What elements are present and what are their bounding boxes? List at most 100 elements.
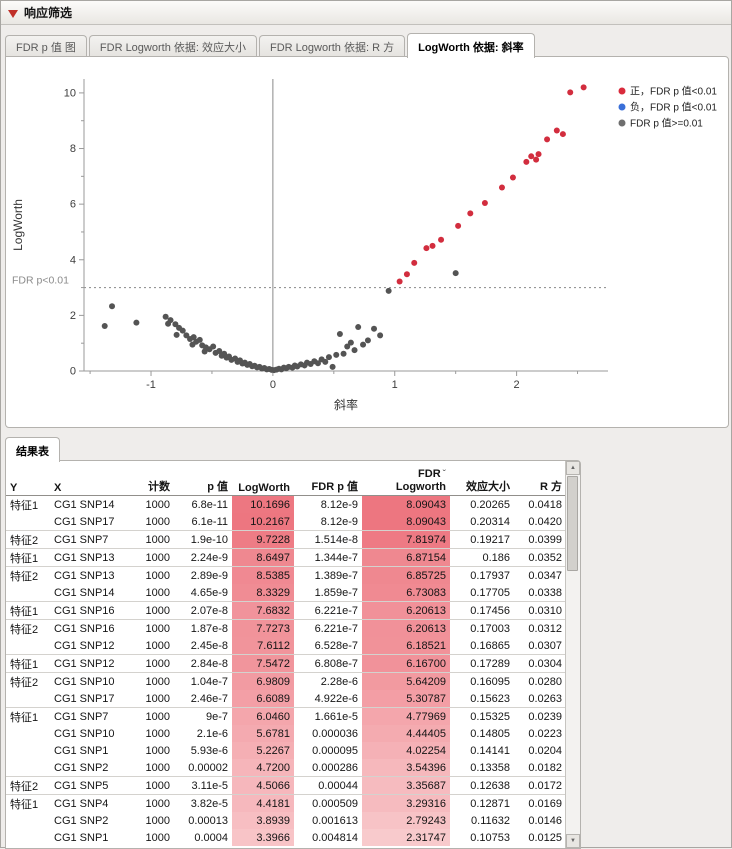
scatter-point-positive-significant[interactable] xyxy=(498,184,505,191)
scatter-point-not-significant[interactable] xyxy=(133,319,140,326)
plot-tab[interactable]: FDR Logworth 依据: 效应大小 xyxy=(88,35,257,57)
column-header-y[interactable]: Y xyxy=(6,461,50,496)
scatter-point-positive-significant[interactable] xyxy=(423,245,430,252)
table-row[interactable]: 特征1 CG1 SNP14 1000 6.8e-11 10.1696 8.12e-9 8.0… xyxy=(6,495,566,513)
scatter-point-not-significant[interactable] xyxy=(201,348,208,355)
scatter-point-positive-significant[interactable] xyxy=(544,136,551,143)
scroll-up-button[interactable]: ▲ xyxy=(566,461,580,475)
table-row[interactable]: 特征1 CG1 SNP4 1000 3.82e-5 4.4181 0.000509 3.29… xyxy=(6,794,566,812)
column-header-fdr-p-value[interactable]: FDR p 值 xyxy=(294,461,362,496)
scatter-point-positive-significant[interactable] xyxy=(559,131,566,138)
scatter-point-positive-significant[interactable] xyxy=(396,278,403,285)
scroll-thumb[interactable] xyxy=(567,476,578,571)
scatter-point-not-significant[interactable] xyxy=(377,332,384,339)
scatter-point-not-significant[interactable] xyxy=(210,343,217,350)
table-row[interactable]: 特征2 CG1 SNP7 1000 1.9e-10 9.7228 1.514e-8 7.81… xyxy=(6,530,566,549)
cell-count: 1000 xyxy=(145,639,170,652)
scatter-point-not-significant[interactable] xyxy=(333,351,340,358)
table-row[interactable]: CG1 SNP1 1000 5.93e-6 5.2267 0.000095 4.02254… xyxy=(6,742,566,759)
scatter-point-not-significant[interactable] xyxy=(179,327,186,334)
scatter-point-positive-significant[interactable] xyxy=(438,236,445,243)
disclosure-triangle-icon[interactable] xyxy=(8,9,18,18)
scatter-point-not-significant[interactable] xyxy=(351,347,358,354)
column-header-rsquare[interactable]: R 方 xyxy=(514,461,566,496)
column-header-fdr-logworth[interactable]: FDR ˇ Logworth xyxy=(362,461,450,496)
scatter-point-not-significant[interactable] xyxy=(173,331,180,338)
scatter-point-not-significant[interactable] xyxy=(340,350,347,357)
scatter-point-positive-significant[interactable] xyxy=(535,151,542,158)
scatter-point-not-significant[interactable] xyxy=(109,303,116,310)
cell-x: CG1 SNP10 xyxy=(50,672,136,690)
scatter-point-not-significant[interactable] xyxy=(162,313,169,320)
column-header-count[interactable]: 计数 xyxy=(136,461,174,496)
plot-tab[interactable]: FDR Logworth 依据: R 方 xyxy=(259,35,406,57)
table-row[interactable]: CG1 SNP2 1000 0.00013 3.8939 0.001613 2.79243… xyxy=(6,812,566,829)
scatter-point-not-significant[interactable] xyxy=(165,320,172,327)
results-panel: Y X 计数 p 值 LogWorth FDR p 值 FDR ˇ Logworth 效应大小 R … xyxy=(5,460,581,849)
scatter-point-not-significant[interactable] xyxy=(322,358,329,365)
scatter-point-not-significant[interactable] xyxy=(336,331,343,338)
scatter-point-not-significant[interactable] xyxy=(190,334,197,341)
scatter-point-not-significant[interactable] xyxy=(344,343,351,350)
scatter-point-positive-significant[interactable] xyxy=(553,127,560,134)
scatter-point-not-significant[interactable] xyxy=(196,336,203,343)
scatter-point-not-significant[interactable] xyxy=(183,332,190,339)
scatter-point-not-significant[interactable] xyxy=(329,363,336,370)
scatter-point-not-significant[interactable] xyxy=(364,337,371,344)
scatter-point-not-significant[interactable] xyxy=(355,324,362,331)
plot-tab[interactable]: FDR p 值 图 xyxy=(5,35,87,57)
table-row[interactable]: 特征1 CG1 SNP7 1000 9e-7 6.0460 1.661e-5 4.77969… xyxy=(6,707,566,725)
volcano-plot[interactable]: FDR p<0.01 0 2 4 6 8 10 -1 0 1 2 斜率 LogWorth 正，FDR p … xyxy=(6,57,728,427)
table-row[interactable]: CG1 SNP12 1000 2.45e-8 7.6112 6.528e-7 6.1852… xyxy=(6,637,566,655)
table-row[interactable]: CG1 SNP2 1000 0.00002 4.7200 0.000286 3.54396… xyxy=(6,759,566,777)
column-header-effect-size[interactable]: 效应大小 xyxy=(450,461,514,496)
table-row[interactable]: CG1 SNP1 1000 0.0004 3.3966 0.004814 2.31747 0… xyxy=(6,829,566,846)
scatter-point-not-significant[interactable] xyxy=(360,341,367,348)
scatter-point-positive-significant[interactable] xyxy=(403,271,410,278)
fdr-header-line2: Logworth xyxy=(395,481,446,493)
scatter-point-positive-significant[interactable] xyxy=(411,259,418,266)
table-row[interactable]: CG1 SNP17 1000 2.46e-7 6.6089 4.922e-6 5.3078… xyxy=(6,690,566,708)
cell-logworth: 8.6497 xyxy=(232,548,294,567)
scatter-point-not-significant[interactable] xyxy=(371,325,378,332)
scatter-point-not-significant[interactable] xyxy=(347,339,354,346)
plot-tab[interactable]: LogWorth 依据: 斜率 xyxy=(407,33,535,58)
scatter-point-not-significant[interactable] xyxy=(101,322,108,329)
table-row[interactable]: 特征2 CG1 SNP10 1000 1.04e-7 6.9809 2.28e-6 5.64… xyxy=(6,672,566,690)
scroll-down-button[interactable]: ▼ xyxy=(566,834,580,848)
scatter-point-not-significant[interactable] xyxy=(189,341,196,348)
table-row[interactable]: CG1 SNP14 1000 4.65e-9 8.3329 1.859e-7 6.7308… xyxy=(6,584,566,602)
scatter-point-positive-significant[interactable] xyxy=(528,153,535,160)
vertical-scrollbar[interactable]: ▲ ▼ xyxy=(565,461,580,848)
cell-fdr-p-value: 6.528e-7 xyxy=(314,639,358,652)
scatter-point-positive-significant[interactable] xyxy=(567,89,574,96)
table-row[interactable]: 特征1 CG1 SNP12 1000 2.84e-8 7.5472 6.808e-7 6.1… xyxy=(6,654,566,673)
cell-p-value: 2.24e-9 xyxy=(174,548,232,567)
tab-results[interactable]: 结果表 xyxy=(5,437,60,462)
table-row[interactable]: 特征1 CG1 SNP13 1000 2.24e-9 8.6497 1.344e-7 6.8… xyxy=(6,548,566,567)
scatter-point-positive-significant[interactable] xyxy=(455,222,462,229)
scatter-point-positive-significant[interactable] xyxy=(467,210,474,217)
scatter-point-positive-significant[interactable] xyxy=(580,84,587,91)
table-row[interactable]: CG1 SNP10 1000 2.1e-6 5.6781 0.000036 4.44405… xyxy=(6,725,566,742)
scatter-point-positive-significant[interactable] xyxy=(533,156,540,163)
scatter-point-positive-significant[interactable] xyxy=(481,200,488,207)
column-header-logworth[interactable]: LogWorth xyxy=(232,461,294,496)
scatter-point-positive-significant[interactable] xyxy=(429,242,436,249)
scatter-point-positive-significant[interactable] xyxy=(509,174,516,181)
table-row[interactable]: CG1 SNP17 1000 6.1e-11 10.2167 8.12e-9 8.0904… xyxy=(6,513,566,531)
table-row[interactable]: 特征2 CG1 SNP16 1000 1.87e-8 7.7273 6.221e-7 6.2… xyxy=(6,619,566,637)
table-row[interactable]: 特征2 CG1 SNP5 1000 3.11e-5 4.5066 0.00044 3.356… xyxy=(6,776,566,795)
scatter-point-not-significant[interactable] xyxy=(452,270,459,277)
cell-y: 特征1 xyxy=(6,794,50,812)
column-header-p-value[interactable]: p 值 xyxy=(174,461,232,496)
column-header-x[interactable]: X xyxy=(50,461,136,496)
scatter-point-not-significant[interactable] xyxy=(325,354,332,361)
scatter-point-not-significant[interactable] xyxy=(314,360,321,367)
scatter-point-not-significant[interactable] xyxy=(172,321,179,328)
scatter-point-not-significant[interactable] xyxy=(385,287,392,294)
scatter-point-positive-significant[interactable] xyxy=(523,158,530,165)
table-row[interactable]: 特征2 CG1 SNP13 1000 2.89e-9 8.5385 1.389e-7 6.8… xyxy=(6,566,566,584)
table-row[interactable]: 特征1 CG1 SNP16 1000 2.07e-8 7.6832 6.221e-7 6.2… xyxy=(6,601,566,620)
scatter-point-not-significant[interactable] xyxy=(216,347,223,354)
